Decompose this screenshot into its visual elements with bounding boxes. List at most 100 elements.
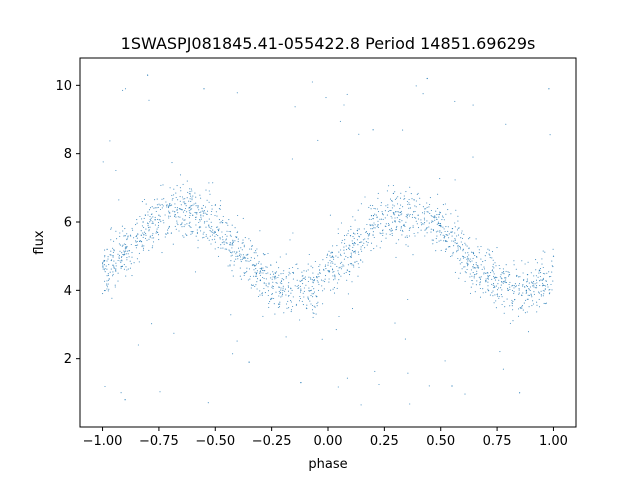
data-point (486, 272, 488, 274)
data-point (190, 200, 192, 202)
data-point (533, 293, 535, 295)
data-point (365, 231, 367, 233)
data-point (135, 247, 137, 249)
data-point (401, 213, 403, 215)
data-point (176, 207, 178, 209)
data-point (402, 129, 404, 131)
data-point (395, 227, 397, 229)
data-point (451, 228, 453, 230)
data-point (343, 265, 345, 267)
data-point (108, 264, 110, 266)
data-point (500, 274, 502, 276)
data-point (206, 210, 209, 212)
data-point (184, 198, 186, 200)
data-point (243, 246, 245, 248)
data-point (532, 300, 534, 302)
data-point (461, 244, 464, 246)
data-point (190, 188, 192, 190)
data-point (168, 225, 170, 227)
data-point (405, 191, 407, 193)
data-point (461, 262, 463, 264)
data-point (542, 266, 544, 269)
data-point (326, 256, 328, 259)
data-point (248, 361, 250, 363)
data-point (498, 287, 500, 289)
x-axis-title: phase (308, 457, 347, 472)
data-point (420, 224, 423, 226)
data-point (530, 293, 532, 295)
data-point (384, 210, 386, 212)
data-point (354, 252, 356, 254)
data-point (121, 255, 123, 258)
data-point (281, 294, 284, 296)
data-point (191, 208, 193, 210)
data-point (107, 258, 109, 260)
data-point (394, 220, 396, 222)
data-point (350, 254, 353, 256)
data-point (396, 217, 398, 219)
data-point (485, 278, 487, 280)
data-point (339, 262, 342, 264)
data-point (393, 205, 395, 207)
data-point (211, 210, 213, 213)
data-point (128, 250, 130, 252)
data-point (376, 216, 378, 218)
data-point (200, 211, 202, 213)
data-point (162, 219, 164, 221)
data-point (525, 292, 527, 294)
data-point (175, 216, 177, 218)
data-point (380, 202, 382, 204)
data-point (189, 226, 191, 228)
data-point (184, 224, 186, 226)
data-point (443, 219, 445, 221)
data-point (290, 300, 292, 302)
data-point (340, 275, 342, 277)
data-point (507, 289, 509, 291)
data-point (480, 245, 482, 248)
data-point (197, 239, 199, 241)
data-point (226, 222, 228, 224)
data-point (207, 402, 209, 404)
data-point (496, 289, 499, 291)
data-point (128, 256, 130, 258)
data-point (231, 254, 233, 256)
data-point (189, 191, 191, 193)
data-point (475, 263, 477, 265)
data-point (200, 214, 202, 216)
data-point (225, 239, 227, 241)
data-point (312, 312, 314, 314)
data-point (431, 215, 433, 217)
data-point (333, 256, 335, 258)
data-point (504, 306, 506, 308)
data-point (328, 281, 330, 283)
data-point (482, 288, 484, 290)
data-point (535, 275, 537, 277)
data-point (491, 270, 493, 272)
data-point (229, 251, 232, 254)
data-point (409, 228, 411, 230)
data-point (322, 303, 324, 305)
data-point (270, 264, 272, 266)
data-point (479, 284, 481, 286)
data-point (274, 272, 277, 274)
data-point (479, 287, 481, 290)
data-point (242, 254, 244, 256)
data-point (339, 253, 342, 255)
data-point (194, 192, 196, 194)
data-point (331, 251, 333, 253)
data-point (337, 386, 339, 388)
data-point (272, 286, 274, 288)
data-point (529, 286, 532, 288)
data-point (186, 223, 188, 225)
data-point (257, 295, 260, 298)
data-point (184, 207, 187, 210)
x-tick-label: 0.00 (314, 434, 343, 449)
data-point (506, 298, 508, 300)
data-point (168, 217, 170, 219)
data-point (493, 275, 495, 277)
data-point (149, 219, 151, 221)
data-point (218, 208, 220, 210)
data-point (500, 277, 502, 279)
data-point (535, 279, 538, 281)
data-point (241, 242, 243, 244)
